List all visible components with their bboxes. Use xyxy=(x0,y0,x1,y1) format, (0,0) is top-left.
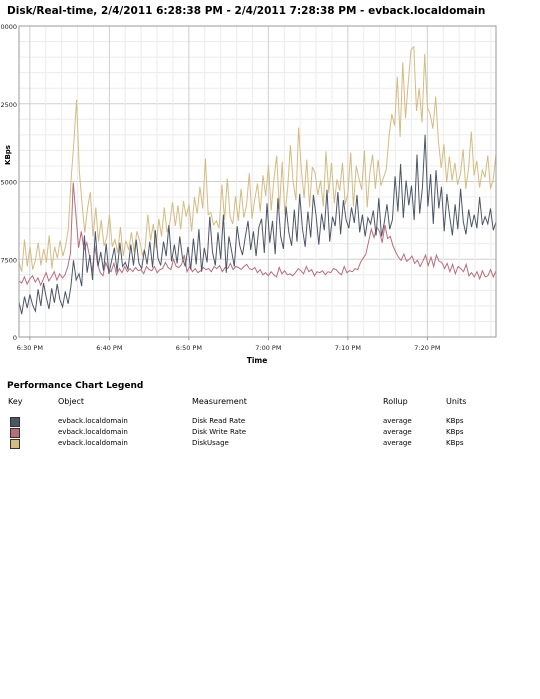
legend-units: KBps xyxy=(446,439,464,447)
legend-rollup: average xyxy=(383,439,412,447)
series-line-disk-read-rate xyxy=(18,134,497,315)
y-tick-labels: 0 7500 15000 22500 30000 xyxy=(0,23,17,342)
legend-swatch-disk-read xyxy=(10,417,20,427)
chart-title: Disk/Real-time, 2/4/2011 6:28:38 PM - 2/… xyxy=(7,5,486,17)
y-tick-label: 22500 xyxy=(0,101,17,109)
series-line-disk-write-rate xyxy=(18,182,497,287)
legend-measurement: Disk Write Rate xyxy=(192,428,247,436)
x-tick-label: 6:30 PM xyxy=(17,344,43,352)
x-tick-label: 7:10 PM xyxy=(335,344,361,352)
legend-row-disk-read-rate: evback.localdomain Disk Read Rate averag… xyxy=(0,416,540,428)
legend-rollup: average xyxy=(383,428,412,436)
series-lines xyxy=(18,45,497,315)
legend-object: evback.localdomain xyxy=(58,417,128,425)
series-line-diskusage xyxy=(18,45,497,272)
legend-header-key: Key xyxy=(8,397,23,406)
legend-row-disk-usage: evback.localdomain DiskUsage average KBp… xyxy=(0,438,540,450)
grid xyxy=(19,25,496,338)
line-chart: 0 7500 15000 22500 30000 6:30 PM 6:40 PM 6:50 … xyxy=(0,23,497,365)
y-tick-label: 7500 xyxy=(0,256,17,264)
legend-measurement: DiskUsage xyxy=(192,439,229,447)
legend-units: KBps xyxy=(446,417,464,425)
legend-object: evback.localdomain xyxy=(58,428,128,436)
legend-object: evback.localdomain xyxy=(58,439,128,447)
legend-swatch-disk-usage xyxy=(10,439,20,449)
x-tick-label: 6:50 PM xyxy=(176,344,202,352)
legend-title: Performance Chart Legend xyxy=(7,381,144,391)
axes xyxy=(18,25,497,338)
y-tick-label: 15000 xyxy=(0,179,17,187)
x-tick-label: 7:20 PM xyxy=(414,344,440,352)
x-tick-label: 7:00 PM xyxy=(255,344,281,352)
x-tick-labels: 6:30 PM 6:40 PM 6:50 PM 7:00 PM 7:10 PM 7:20 … xyxy=(17,337,440,352)
legend-units: KBps xyxy=(446,428,464,436)
legend-swatch-disk-write xyxy=(10,428,20,438)
legend-rollup: average xyxy=(383,417,412,425)
legend-header-row: Key Object Measurement Rollup Units xyxy=(0,397,540,409)
legend-header-units: Units xyxy=(446,397,467,406)
legend-header-rollup: Rollup xyxy=(383,397,408,406)
legend-header-measurement: Measurement xyxy=(192,397,247,406)
legend-row-disk-write-rate: evback.localdomain Disk Write Rate avera… xyxy=(0,427,540,439)
legend-measurement: Disk Read Rate xyxy=(192,417,246,425)
legend-header-object: Object xyxy=(58,397,85,406)
x-tick-label: 6:40 PM xyxy=(96,344,122,352)
y-axis-label: KBps xyxy=(4,145,12,165)
plot-frame xyxy=(18,25,497,338)
y-tick-label: 30000 xyxy=(0,23,17,31)
x-axis-label: Time xyxy=(247,356,268,365)
y-tick-label: 0 xyxy=(13,334,17,342)
